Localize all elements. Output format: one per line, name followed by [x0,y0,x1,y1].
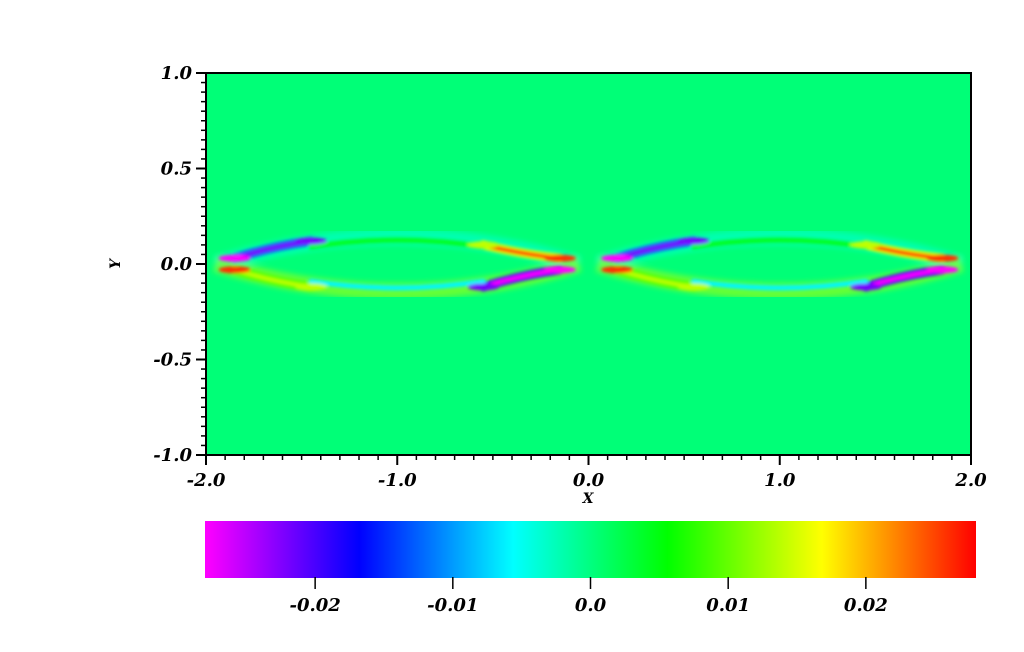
heatmap-background [206,73,971,455]
colorbar-bar [205,521,976,578]
colorbar-ticks: -0.02 -0.01 0.0 0.01 0.02 [289,577,888,616]
plot-area: -2.0 -1.0 0.0 1.0 2.0 1.0 0.5 0.0 -0.5 -1.0 X Y [108,63,987,507]
field-feature [218,266,251,274]
x-axis-title: X [582,491,595,507]
field-feature [467,241,500,249]
field-feature [677,283,710,291]
y-axis-ticks: 1.0 0.5 0.0 -0.5 -1.0 [153,63,206,466]
y-tick-label: -1.0 [153,445,192,466]
field-feature [543,254,576,262]
field-feature [218,254,251,262]
field-feature [849,283,882,291]
field-rib [308,237,486,250]
colorbar-tick-label: 0.01 [706,595,750,616]
colorbar-tick-label: -0.01 [427,595,478,616]
y-tick-label: -0.5 [153,350,192,371]
x-tick-label: -2.0 [187,470,226,491]
field-feature [601,266,634,274]
colorbar-tick-label: -0.02 [289,595,340,616]
field-feature [849,241,882,249]
x-minor-ticks [205,455,972,460]
y-axis-title: Y [108,257,124,269]
colorbar-tick-label: 0.0 [575,595,607,616]
x-tick-label: 1.0 [764,470,796,491]
colorbar-tick-label: 0.02 [844,595,888,616]
x-tick-label: 0.0 [573,470,605,491]
x-tick-label: 2.0 [954,470,987,491]
field-feature [543,266,576,274]
y-tick-label: 1.0 [161,63,193,84]
field-feature [467,283,500,291]
heatmap-field [213,228,964,300]
field-rib [308,278,486,291]
field-feature [926,254,959,262]
x-axis-ticks: -2.0 -1.0 0.0 1.0 2.0 [187,455,987,491]
colorbar: -0.02 -0.01 0.0 0.01 0.02 [205,521,976,616]
y-tick-label: 0.5 [161,159,192,180]
x-tick-label: -1.0 [378,470,417,491]
field-feature [295,283,328,291]
field-arcs [218,236,959,292]
field-feature [677,237,710,245]
field-rib [691,237,869,250]
field-feature [926,266,959,274]
field-feature [601,254,634,262]
field-feature [295,237,328,245]
field-rib [691,278,869,291]
y-tick-label: 0.0 [161,254,193,275]
